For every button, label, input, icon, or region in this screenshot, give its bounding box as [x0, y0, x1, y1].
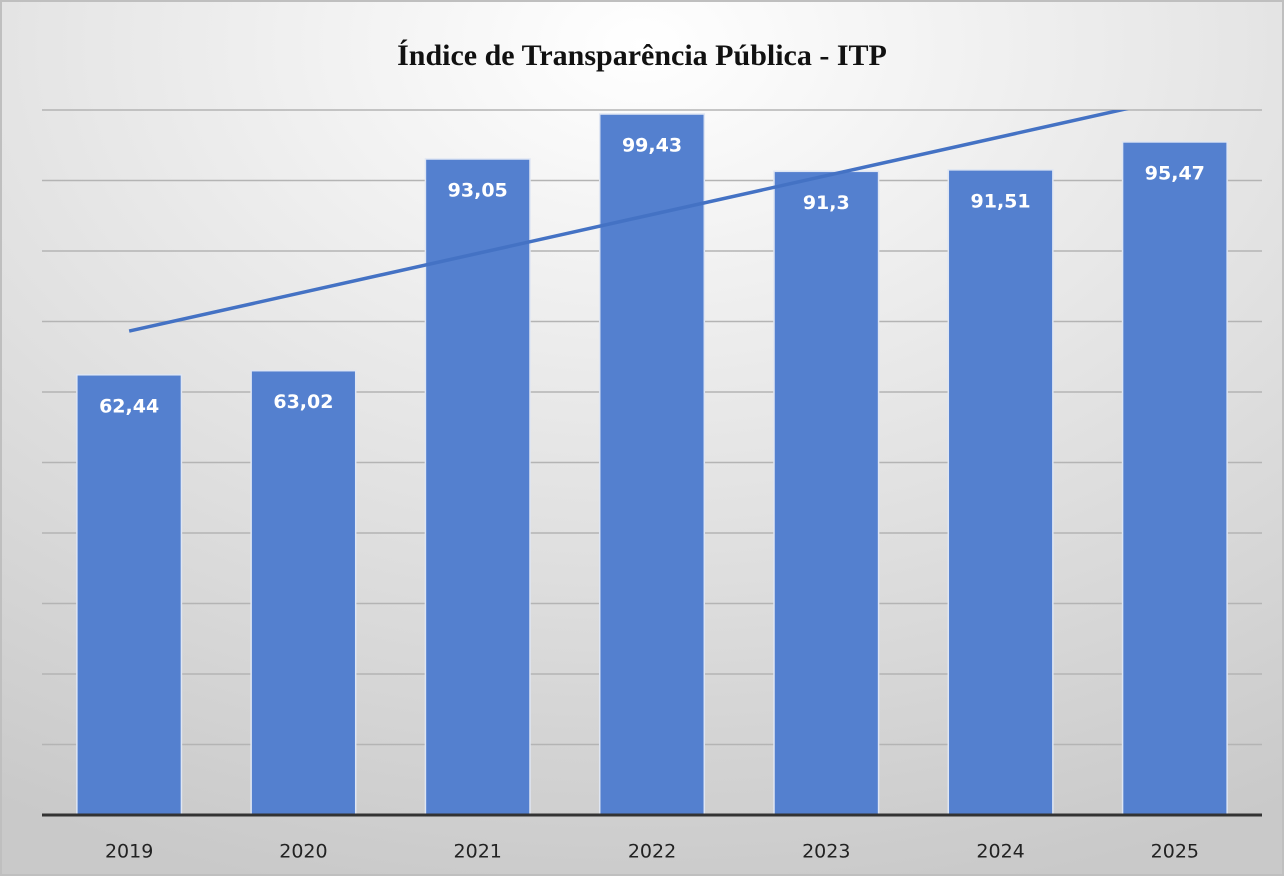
data-label: 99,43	[622, 135, 682, 157]
bar	[1121, 141, 1228, 816]
trendline	[128, 110, 1129, 333]
bar	[947, 169, 1054, 816]
bar	[250, 369, 357, 816]
data-label: 63,02	[273, 391, 333, 413]
data-label: 91,3	[803, 192, 850, 214]
data-label: 62,44	[99, 395, 159, 417]
bar	[76, 374, 183, 816]
x-tick-label: 2020	[279, 841, 327, 863]
bar	[424, 158, 531, 816]
bar	[773, 170, 880, 816]
trendline-group	[128, 110, 1129, 333]
data-label: 95,47	[1145, 162, 1205, 184]
chart-title: Índice de Transparência Pública - ITP	[397, 39, 887, 72]
x-tick-label: 2019	[105, 841, 153, 863]
x-tick-label: 2024	[976, 841, 1024, 863]
bar	[598, 113, 706, 816]
x-tick-label: 2022	[628, 841, 676, 863]
data-label: 91,51	[971, 190, 1031, 212]
x-tick-label: 2021	[454, 841, 502, 863]
x-tick-label: 2025	[1151, 841, 1199, 863]
x-tick-label: 2023	[802, 841, 850, 863]
data-label: 93,05	[448, 179, 508, 201]
